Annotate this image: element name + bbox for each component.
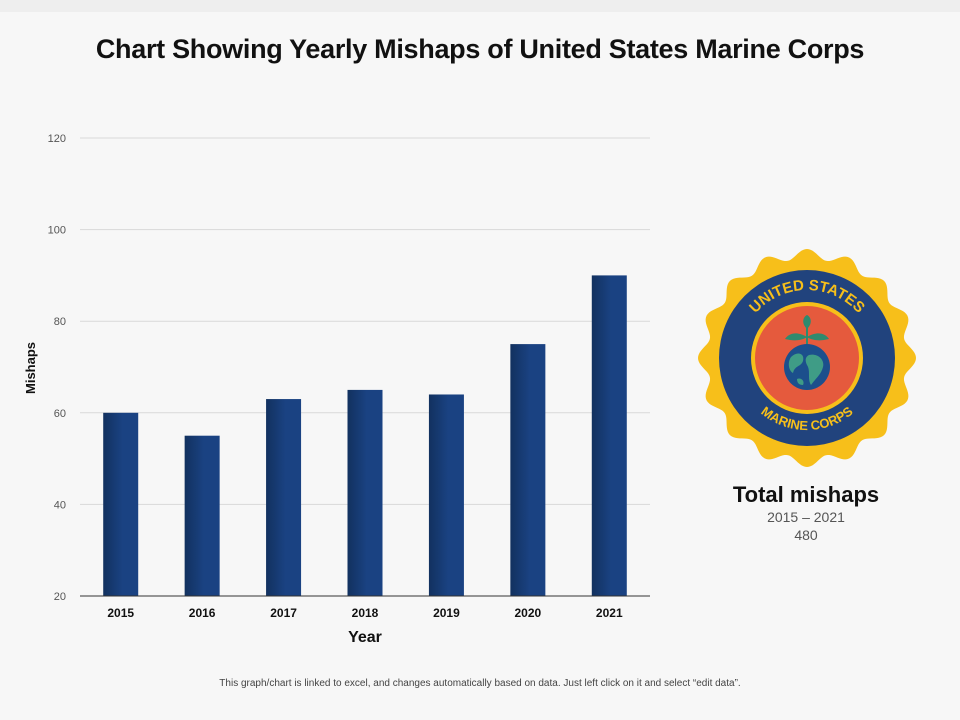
x-tick-label: 2018: [352, 606, 379, 620]
x-tick-label: 2015: [107, 606, 134, 620]
x-tick-label: 2020: [515, 606, 542, 620]
total-mishaps-summary: Total mishaps 2015 – 2021 480: [696, 482, 916, 544]
bar-2018: [347, 389, 383, 596]
marine-corps-badge: UNITED STATES MARINE CORPS: [698, 249, 916, 467]
summary-value: 480: [794, 527, 818, 543]
bar-2017: [266, 399, 302, 596]
x-tick-label: 2017: [270, 606, 297, 620]
y-tick-label: 60: [54, 408, 66, 420]
y-tick-label: 100: [48, 225, 66, 237]
bar-2019: [428, 394, 464, 596]
bar-2020: [510, 344, 546, 596]
top-strip: [0, 0, 960, 12]
x-tick-label: 2019: [433, 606, 460, 620]
y-axis-title: Mishaps: [23, 342, 38, 394]
y-tick-label: 20: [54, 591, 66, 603]
bar-2015: [103, 412, 139, 596]
summary-title: Total mishaps: [732, 482, 880, 507]
bar-2021: [591, 275, 627, 596]
globe-icon: [784, 315, 830, 390]
footer-note: This graph/chart is linked to excel, and…: [219, 678, 741, 689]
y-tick-label: 40: [54, 499, 66, 511]
bars: [103, 275, 627, 596]
y-tick-label: 120: [48, 133, 66, 145]
page-title: Chart Showing Yearly Mishaps of United S…: [95, 34, 865, 64]
bar-2016: [184, 435, 220, 596]
axes: 20 40 60 80 100 120 2015 2016 2017 2018 2019 2020 20…: [23, 133, 650, 646]
x-axis-title: Year: [348, 629, 382, 646]
x-tick-label: 2021: [596, 606, 623, 620]
x-tick-label: 2016: [189, 606, 216, 620]
y-tick-label: 80: [54, 316, 66, 328]
summary-range: 2015 – 2021: [767, 509, 845, 525]
